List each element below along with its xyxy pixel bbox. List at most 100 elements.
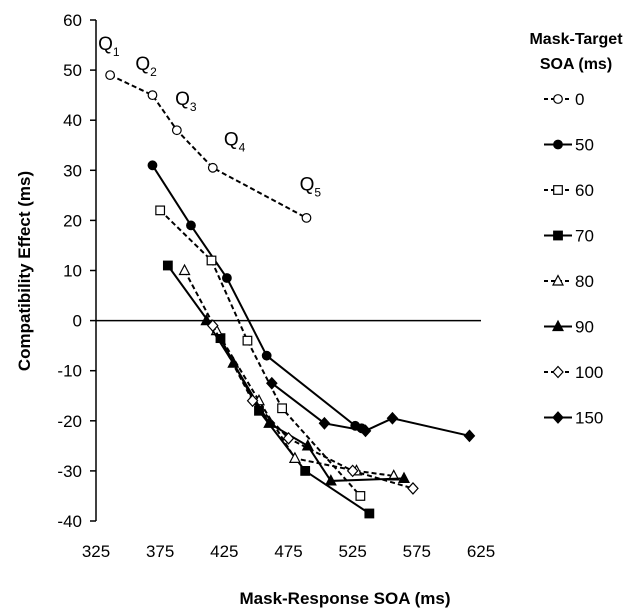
x-axis-title: Mask-Response SOA (ms): [240, 589, 451, 608]
data-point: [263, 416, 276, 428]
series-line: [205, 320, 405, 482]
legend-marker: [552, 274, 564, 286]
legend-marker: [552, 411, 564, 424]
data-point: [171, 125, 182, 136]
series-60: [155, 205, 366, 501]
legend: Mask-Target SOA (ms) 0 50 60 70 80 90 100 150: [529, 31, 623, 428]
x-tick-label: 525: [338, 542, 366, 561]
series-line: [167, 264, 370, 515]
legend-item-90: 90: [544, 318, 594, 337]
data-point: [355, 491, 366, 501]
quintile-label: Q2: [135, 54, 157, 79]
legend-title-line2: SOA (ms): [540, 56, 612, 73]
legend-item-0: 0: [544, 90, 584, 109]
quintile-label: Q1: [98, 34, 120, 59]
data-point: [266, 376, 278, 390]
y-tick-label: 30: [63, 161, 82, 180]
x-tick-labels: 325 375 425 475 525 575 625: [82, 542, 495, 561]
data-point: [324, 474, 337, 486]
legend-label: 100: [575, 363, 603, 382]
x-tick-label: 475: [274, 542, 302, 561]
data-point: [246, 394, 259, 408]
series-line: [211, 325, 414, 490]
data-point: [463, 429, 476, 443]
data-point: [407, 482, 419, 495]
legend-marker: [553, 230, 563, 241]
x-tick-label: 325: [82, 542, 110, 561]
data-point: [398, 471, 410, 484]
data-point: [364, 508, 375, 519]
data-point: [300, 466, 311, 476]
legend-title-line1: Mask-Target: [529, 31, 623, 48]
legend-item-100: 100: [544, 363, 603, 382]
series-line: [159, 209, 362, 497]
y-tick-label: -20: [57, 412, 82, 431]
legend-label: 80: [575, 272, 594, 291]
legend-marker: [552, 365, 564, 379]
y-tick-label: 0: [73, 312, 82, 331]
legend-marker: [552, 319, 564, 332]
legend-marker: [553, 94, 563, 104]
legend-label: 60: [575, 181, 594, 200]
y-tick-label: 20: [63, 211, 82, 230]
data-point: [105, 70, 116, 81]
y-tick-label: -40: [57, 512, 82, 531]
y-tick-label: 60: [63, 11, 82, 30]
legend-marker: [553, 139, 563, 150]
legend-item-150: 150: [544, 409, 603, 428]
x-tick-label: 425: [210, 542, 238, 561]
series-line: [183, 270, 394, 477]
data-point: [288, 451, 301, 463]
data-point: [346, 464, 359, 478]
legend-item-80: 80: [544, 272, 594, 291]
y-tick-label: -30: [57, 462, 82, 481]
series-line: [151, 164, 363, 430]
data-point: [386, 411, 399, 425]
legend-label: 0: [575, 90, 584, 109]
series-layer: [105, 70, 476, 519]
data-point: [359, 424, 372, 438]
data-point: [261, 350, 272, 361]
y-tick-label: 40: [63, 111, 82, 130]
quintile-label: Q4: [224, 129, 246, 154]
data-point: [162, 260, 173, 271]
data-point: [277, 403, 287, 414]
data-point: [221, 273, 232, 283]
data-point: [200, 313, 213, 326]
data-point: [206, 319, 219, 333]
legend-label: 90: [575, 318, 594, 337]
data-point: [206, 255, 217, 266]
data-point: [155, 205, 166, 216]
legend-item-70: 70: [544, 227, 594, 246]
y-tick-label: 10: [63, 262, 82, 281]
y-tick-label: -10: [57, 362, 82, 381]
data-point: [147, 90, 158, 101]
data-point: [207, 162, 218, 173]
axes: [90, 19, 481, 522]
x-tick-label: 375: [146, 542, 174, 561]
legend-item-60: 60: [544, 181, 594, 200]
x-tick-label: 575: [403, 542, 431, 561]
legend-label: 70: [575, 227, 594, 246]
series-line: [109, 74, 307, 219]
series-150: [266, 376, 476, 443]
data-point: [282, 431, 295, 445]
legend-label: 150: [575, 409, 603, 428]
data-point: [301, 212, 312, 223]
data-point: [147, 160, 158, 171]
data-point: [186, 220, 196, 231]
data-point: [318, 416, 331, 430]
data-point: [301, 439, 314, 451]
data-point: [387, 469, 400, 481]
data-point: [242, 335, 253, 346]
y-tick-label: 50: [63, 61, 82, 80]
legend-label: 50: [575, 136, 594, 155]
series-line: [271, 382, 470, 437]
quintile-label: Q5: [300, 174, 322, 199]
legend-item-50: 50: [544, 136, 594, 155]
series-50: [147, 160, 367, 434]
y-tick-labels: -40 -30 -20 -10 0 10 20 30 40 50 60: [57, 11, 82, 531]
legend-marker: [553, 185, 563, 195]
series-70: [162, 260, 375, 519]
